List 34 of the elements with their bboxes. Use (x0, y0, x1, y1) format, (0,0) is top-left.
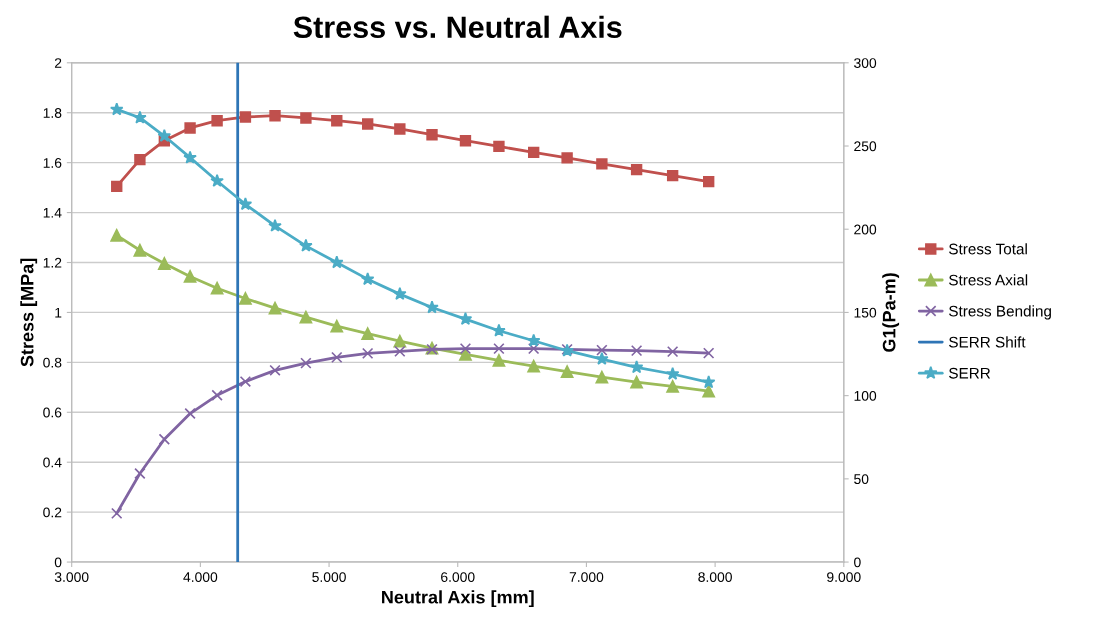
y-tick-label: 1.6 (43, 157, 62, 168)
y2-tick-label: 250 (854, 141, 877, 152)
y-tick-label: 0.6 (43, 407, 62, 418)
y2-axis-title: G1(Pa-m) (882, 273, 900, 352)
x-tick-label: 9.000 (827, 572, 861, 582)
legend-label: Stress Total (949, 243, 1027, 255)
y2-tick-label: 200 (854, 224, 877, 235)
x-axis-title: Neutral Axis [mm] (382, 590, 534, 608)
legend-label: Stress Bending (949, 305, 1051, 320)
y2-tick-label: 0 (854, 557, 861, 568)
y-tick-label: 0.4 (43, 457, 62, 468)
x-tick-label: 4.000 (183, 572, 218, 582)
y-tick-label: 1.4 (43, 208, 62, 218)
legend-label: SERR Shift (949, 336, 1026, 348)
x-tick-label: 3.000 (54, 572, 89, 582)
y2-tick-label: 100 (854, 390, 877, 401)
y2-tick-label: 300 (854, 58, 877, 68)
legend-label: Stress Axial (949, 274, 1028, 286)
y2-tick-label: 50 (854, 474, 869, 485)
y-tick-label: 1.8 (43, 108, 62, 118)
y-axis-title: Stress [MPa] (20, 258, 38, 367)
x-tick-label: 5.000 (312, 572, 346, 582)
y-tick-label: 1.2 (43, 257, 62, 268)
chart-title: Stress vs. Neutral Axis (293, 15, 622, 39)
x-tick-label: 8.000 (698, 572, 732, 582)
x-tick-label: 7.000 (569, 572, 604, 582)
y-tick-label: 0.8 (43, 357, 62, 368)
y2-tick-label: 150 (854, 307, 877, 318)
y-tick-label: 2 (54, 58, 62, 68)
y-tick-label: 1 (55, 307, 62, 318)
x-tick-label: 6.000 (441, 572, 475, 582)
legend-label: SERR (949, 367, 991, 379)
y-tick-label: 0.2 (43, 507, 62, 518)
y-tick-label: 0 (54, 557, 62, 568)
